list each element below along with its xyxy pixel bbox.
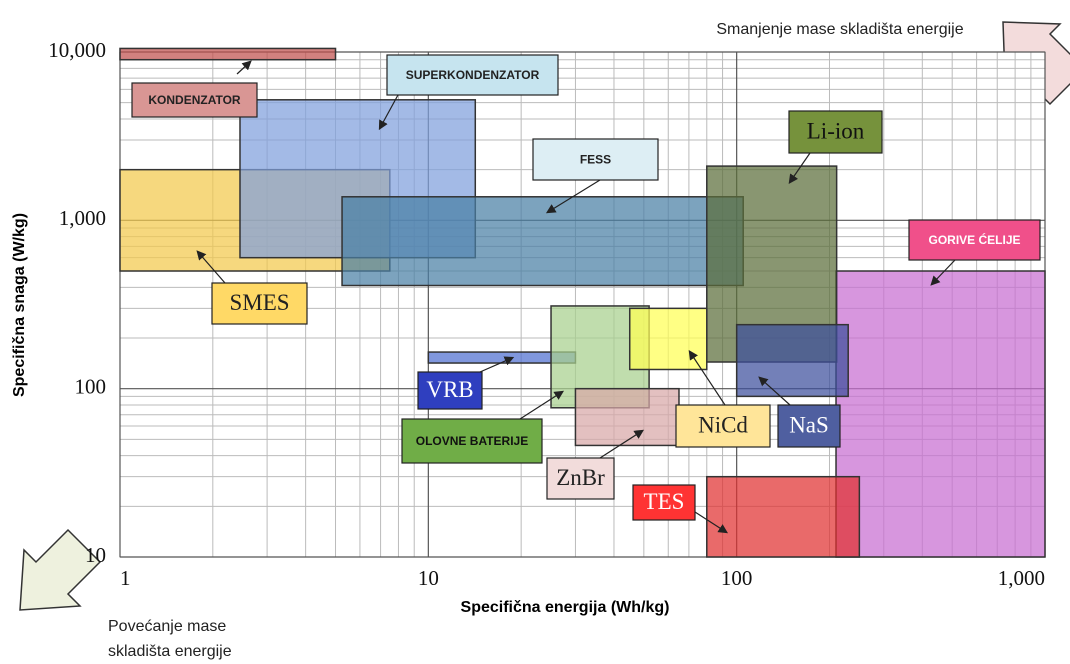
label-arrow [378,94,399,131]
label-box [546,457,615,500]
region-label: TES [644,489,685,514]
region [574,387,680,447]
label-box [632,484,696,521]
region [119,47,337,61]
y-tick-label: 1,000 [59,206,106,230]
label-arrow [788,152,811,184]
label-arrow [236,60,252,75]
region-label: Li-ion [807,118,865,143]
y-tick-label: 10 [85,543,106,567]
region [735,323,849,398]
label-arrow [519,390,565,420]
label-box [675,404,771,448]
label-arrow [758,376,791,406]
region [341,196,744,287]
region [835,270,1046,558]
x-tick-label: 100 [721,566,753,590]
x-axis-label: Specifična energija (Wh/kg) [461,599,670,616]
region-label: FESS [580,153,611,167]
label-arrow [688,349,726,406]
label-box [777,404,841,448]
x-tick-label: 1,000 [998,566,1045,590]
label-box [131,82,258,118]
y-tick-label: 100 [75,374,107,398]
label-arrow [479,356,515,373]
y-tick-label: 10,000 [48,38,106,62]
region [706,475,861,558]
label-arrow [599,429,645,459]
label-arrow [545,179,601,214]
label-box [386,54,559,96]
annotation: Povećanje mase [108,618,226,635]
label-arrow [930,259,956,286]
x-tick-label: 10 [418,566,439,590]
label-box [417,371,483,410]
down-arrow [19,528,102,611]
region-label: KONDENZATOR [148,93,241,107]
region-label: GORIVE ĆELIJE [928,232,1020,247]
region-label: NiCd [698,412,748,437]
region-label: OLOVNE BATERIJE [416,434,528,448]
annotation: skladišta energije [108,643,232,660]
region-label: ZnBr [556,465,605,490]
region-label: NaS [789,412,829,437]
label-box [532,138,659,181]
label-arrow [694,511,729,534]
label-box [401,418,543,464]
label-box [788,110,883,154]
region-label: SMES [229,290,289,315]
annotation: Smanjenje mase skladišta energije [716,21,963,38]
region-label: VRB [426,377,473,402]
region-label: SUPERKONDENZATOR [406,68,540,82]
y-axis-label: Specifična snaga (W/kg) [11,213,28,397]
x-tick-label: 1 [120,566,131,590]
label-box [908,219,1041,261]
label-box [211,282,308,325]
label-arrow [196,250,226,284]
